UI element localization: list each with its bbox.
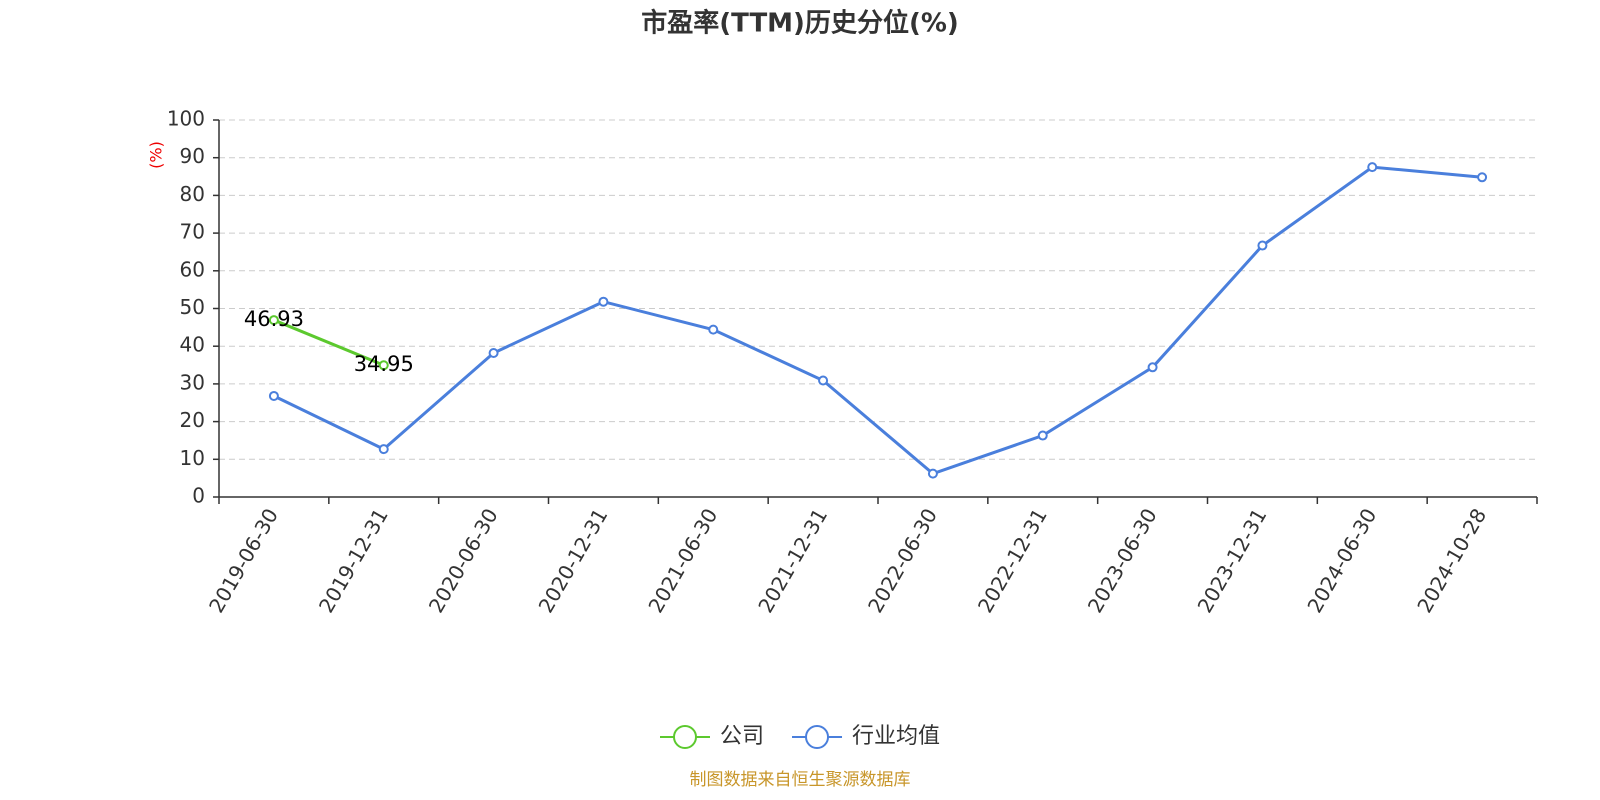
y-tick-label: 90 <box>180 144 205 168</box>
x-tick-label: 2022-06-30 <box>863 504 942 617</box>
data-point <box>1367 162 1378 173</box>
source-note: 制图数据来自恒生聚源数据库 <box>690 770 911 790</box>
y-tick-label: 100 <box>167 107 205 131</box>
y-tick-label: 0 <box>192 484 205 508</box>
y-tick-label: 20 <box>180 408 205 432</box>
data-point <box>378 444 389 455</box>
x-tick-label: 2024-10-28 <box>1412 504 1491 617</box>
data-point <box>818 375 829 386</box>
y-tick-label: 40 <box>180 333 205 357</box>
x-tick-label: 2023-12-31 <box>1193 504 1272 617</box>
x-tick-label: 2019-06-30 <box>204 504 283 617</box>
x-tick-label: 2024-06-30 <box>1302 504 1381 617</box>
x-tick-label: 2022-12-31 <box>973 504 1052 617</box>
x-tick-label: 2019-12-31 <box>314 504 393 617</box>
legend-marker <box>673 725 697 749</box>
legend-marker <box>805 725 830 749</box>
y-tick-label: 10 <box>180 446 205 470</box>
y-tick-label: 30 <box>180 370 205 394</box>
y-axis-label: (%) <box>147 141 166 169</box>
data-point <box>268 390 279 401</box>
x-tick-label: 2021-06-30 <box>643 504 722 617</box>
data-point <box>708 324 719 335</box>
x-tick-label: 2021-12-31 <box>753 504 832 617</box>
y-tick-label: 60 <box>180 257 205 281</box>
data-point <box>488 347 499 358</box>
data-point <box>1257 240 1268 251</box>
series-line <box>273 318 385 367</box>
x-tick-label: 2020-12-31 <box>534 504 613 617</box>
data-point <box>598 296 609 307</box>
y-tick-label: 80 <box>180 182 205 206</box>
data-point <box>1477 172 1488 183</box>
y-tick-label: 50 <box>180 295 205 319</box>
data-label: 46.93 <box>244 307 304 331</box>
chart-title: 市盈率(TTM)历史分位(%) <box>641 8 959 39</box>
x-tick-label: 2023-06-30 <box>1083 504 1162 617</box>
data-label: 34.95 <box>354 352 414 376</box>
data-point <box>1037 430 1048 441</box>
y-tick-label: 70 <box>180 220 205 244</box>
series-line <box>273 165 1483 476</box>
legend-label: 行业均值 <box>852 724 940 749</box>
x-tick-label: 2020-06-30 <box>424 504 503 617</box>
data-point <box>927 468 938 479</box>
data-point <box>378 360 389 371</box>
data-point <box>268 315 279 326</box>
data-point <box>1147 362 1158 373</box>
legend-label: 公司 <box>720 724 764 749</box>
